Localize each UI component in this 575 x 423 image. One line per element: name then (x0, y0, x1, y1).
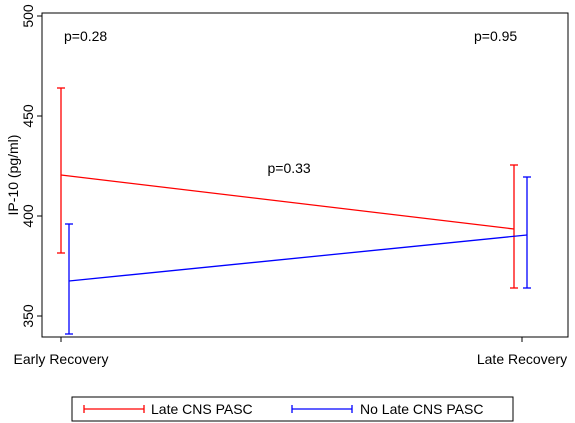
annotation-p-early: p=0.28 (64, 28, 107, 44)
annotation-p-between: p=0.33 (268, 160, 311, 176)
plot-frame (41, 12, 569, 338)
y-tick-label-500: 500 (20, 4, 36, 28)
annotation-p-late: p=0.95 (474, 28, 517, 44)
legend-items (83, 405, 353, 413)
series-line-1 (68, 234, 528, 282)
y-axis: 350 400 450 500 (20, 4, 42, 328)
series-line-0 (60, 174, 515, 230)
y-tick-label-350: 350 (20, 304, 36, 328)
y-tick-label-400: 400 (20, 204, 36, 228)
legend-label-1: No Late CNS PASC (360, 401, 483, 417)
legend-box (71, 396, 514, 422)
series-layer (57, 87, 531, 335)
x-axis: Early Recovery Late Recovery (14, 337, 567, 367)
legend-label-0: Late CNS PASC (151, 401, 253, 417)
x-tick-label-1: Late Recovery (477, 351, 567, 367)
x-tick-label-0: Early Recovery (14, 351, 109, 367)
y-tick-label-450: 450 (20, 104, 36, 128)
legend: Late CNS PASC No Late CNS PASC (71, 396, 514, 422)
y-axis-title: IP-10 (pg/ml) (5, 135, 21, 216)
